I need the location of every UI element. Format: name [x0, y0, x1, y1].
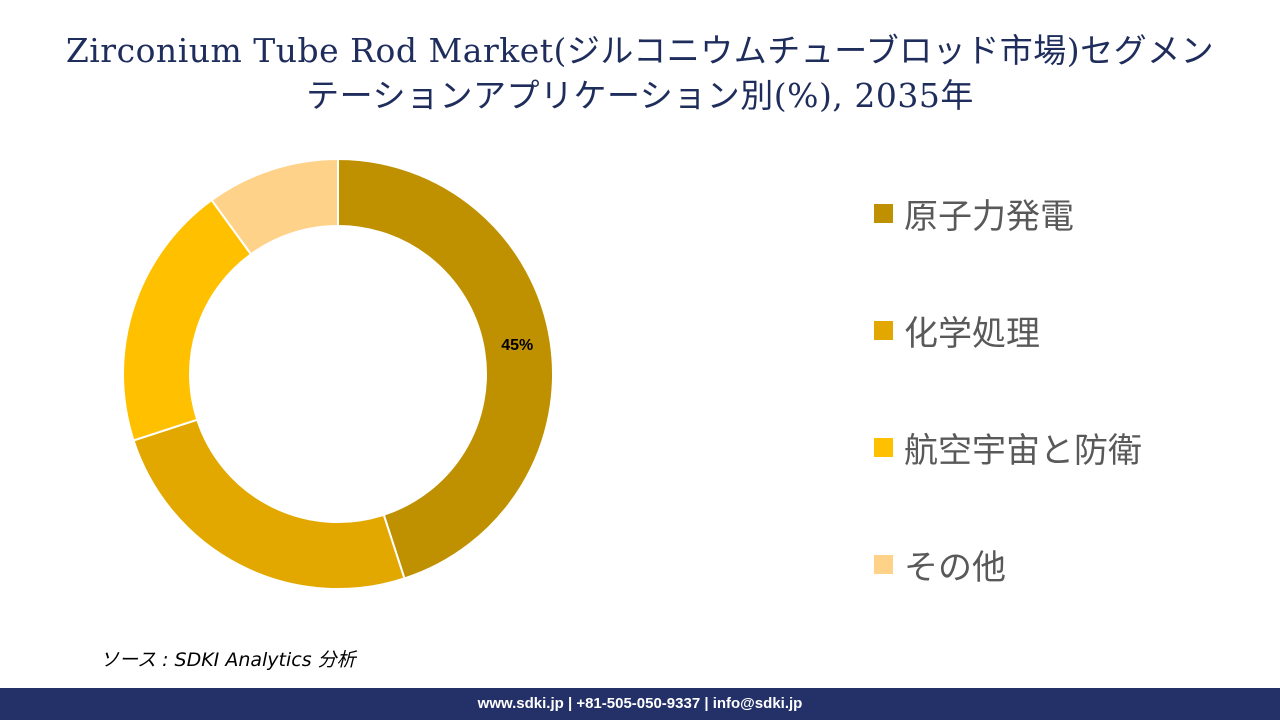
- legend-label-chemical-processing: 化学処理: [904, 313, 1040, 354]
- source-note: ソース : SDKI Analytics 分析: [100, 649, 356, 671]
- donut-slice-4: [210, 157, 339, 256]
- donut-slice-1: [337, 157, 554, 580]
- legend-item-chemical-processing: 化学処理: [874, 307, 1142, 354]
- chart-title-line-1: Zirconium Tube Rod Market(ジルコニウムチューブロッド市…: [65, 31, 1215, 70]
- legend-swatch-nuclear-power: [874, 203, 893, 223]
- chart-title-line-2: テーションアプリケーション別(%), 2035年: [306, 76, 974, 115]
- legend-label-other: その他: [904, 547, 1006, 588]
- legend-label-nuclear-power: 原子力発電: [904, 196, 1074, 237]
- legend-swatch-aerospace-defense: [874, 437, 893, 457]
- legend: 原子力発電 化学処理 航空宇宙と防衛 その他: [874, 190, 1142, 658]
- donut-slice-2: [132, 418, 406, 590]
- legend-item-nuclear-power: 原子力発電: [874, 190, 1142, 237]
- legend-swatch-other: [874, 554, 893, 574]
- footer-contact-bar: www.sdki.jp | +81-505-050-9337 | info@sd…: [0, 688, 1280, 720]
- chart-title: Zirconium Tube Rod Market(ジルコニウムチューブロッド市…: [20, 28, 1260, 118]
- legend-item-other: その他: [874, 541, 1142, 588]
- legend-item-aerospace-defense: 航空宇宙と防衛: [874, 424, 1142, 471]
- donut-data-label-1: 45%: [501, 337, 533, 354]
- donut-chart: 45%: [122, 157, 554, 590]
- donut-slice-3: [122, 198, 253, 442]
- legend-label-aerospace-defense: 航空宇宙と防衛: [904, 430, 1142, 471]
- legend-swatch-chemical-processing: [874, 320, 893, 340]
